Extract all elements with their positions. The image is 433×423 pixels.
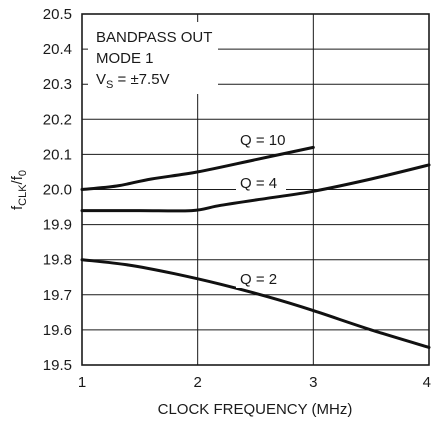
y-tick-label: 19.5 xyxy=(43,357,72,374)
series-line-2 xyxy=(80,258,431,349)
annotation-vs-main: V xyxy=(96,71,106,88)
y-tick-label: 20.4 xyxy=(43,41,72,58)
y-label-sub-clk: CLK xyxy=(17,184,29,206)
y-tick-label: 19.7 xyxy=(43,287,72,304)
x-tick-label: 3 xyxy=(309,374,317,391)
y-tick-label: 20.0 xyxy=(43,182,72,199)
y-label-sub-0: 0 xyxy=(17,170,29,176)
x-tick-label: 4 xyxy=(423,374,431,391)
y-tick-label: 20.1 xyxy=(43,146,72,163)
x-tick-labels: 1 2 3 4 xyxy=(78,374,431,391)
label-bg-q2 xyxy=(236,270,286,288)
y-label-sep: /f xyxy=(9,175,26,184)
y-tick-label: 20.3 xyxy=(43,76,72,93)
label-bg-q10 xyxy=(236,131,292,149)
series-label-q4: Q = 4 xyxy=(240,175,277,192)
label-bg-q4 xyxy=(236,174,286,192)
series-label-q10: Q = 10 xyxy=(240,132,285,149)
annotation-vs-rest: = ±7.5V xyxy=(113,71,169,88)
annotation-box xyxy=(88,22,218,94)
y-axis-label: fCLK/f0 xyxy=(9,170,29,210)
y-tick-label: 20.2 xyxy=(43,111,72,128)
x-tick-label: 1 xyxy=(78,374,86,391)
series-line-1 xyxy=(80,163,431,213)
x-tick-label: 2 xyxy=(193,374,201,391)
annotation-line3: VS = ±7.5V xyxy=(96,71,170,91)
y-tick-label: 19.6 xyxy=(43,322,72,339)
x-axis-label: CLOCK FREQUENCY (MHz) xyxy=(158,401,353,418)
y-tick-label: 19.9 xyxy=(43,217,72,234)
y-label-f: f xyxy=(9,205,26,210)
annotation-line2: MODE 1 xyxy=(96,50,154,67)
y-tick-label: 20.5 xyxy=(43,6,72,23)
series-label-q2: Q = 2 xyxy=(240,271,277,288)
annotation-vs-sub: S xyxy=(106,79,113,91)
curves xyxy=(80,145,431,349)
y-tick-label: 19.8 xyxy=(43,252,72,269)
annotation-line1: BANDPASS OUT xyxy=(96,29,212,46)
series-line-0 xyxy=(80,145,315,191)
y-tick-labels: 19.5 19.6 19.7 19.8 19.9 20.0 20.1 20.2 20.3 20.4… xyxy=(43,6,72,374)
